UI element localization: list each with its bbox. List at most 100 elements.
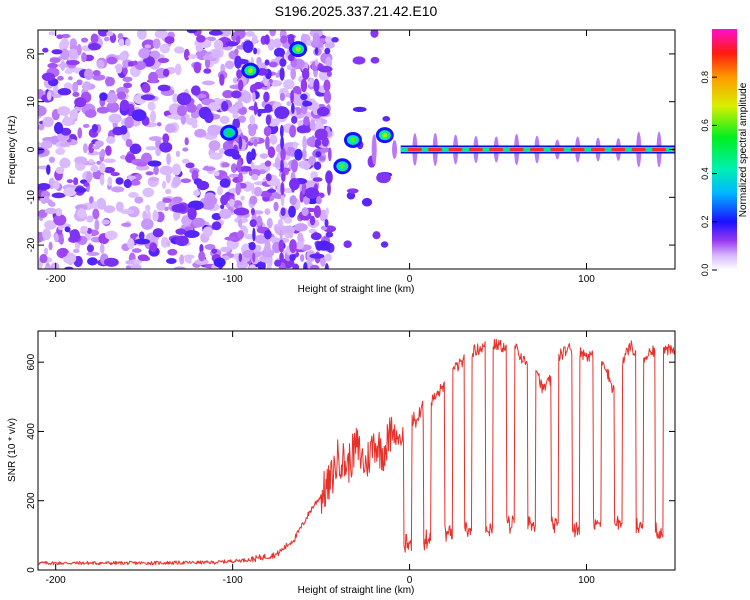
- spectral-blob: [255, 48, 261, 55]
- spectral-blob: [53, 83, 59, 95]
- spectral-streak: [325, 231, 334, 238]
- spectral-blob: [140, 94, 156, 101]
- spectral-blob: [99, 174, 105, 186]
- spectral-blob: [80, 225, 89, 233]
- spectral-blob: [38, 141, 42, 148]
- spectral-blob: [166, 153, 171, 165]
- spectral-blob: [110, 172, 120, 177]
- spectral-blob: [185, 117, 198, 126]
- spectral-streak: [280, 207, 286, 217]
- spectral-blob: [134, 196, 144, 204]
- spectral-blob: [180, 178, 192, 184]
- spectral-blob: [231, 90, 242, 99]
- spectral-blob: [83, 68, 94, 80]
- spectral-blob: [59, 248, 68, 258]
- spectral-blob: [115, 177, 124, 185]
- spectral-blob: [49, 201, 56, 207]
- spectral-blob: [64, 226, 71, 233]
- spectral-blob: [157, 84, 171, 92]
- spectral-blob: [51, 93, 62, 98]
- spectral-blob: [234, 48, 239, 55]
- spectral-streak: [238, 136, 243, 150]
- spectral-blob: [202, 166, 216, 171]
- spectral-blob: [44, 220, 57, 230]
- spectral-blob: [245, 31, 255, 37]
- spectral-blob: [254, 244, 262, 252]
- spectral-blob: [66, 60, 80, 66]
- snr-ytick-label: 0: [26, 567, 37, 573]
- spectral-blob: [119, 99, 130, 112]
- spectral-streak: [314, 58, 318, 67]
- spectral-blob: [228, 106, 238, 114]
- spectrogram-xtick-label: 0: [407, 274, 413, 285]
- spectral-streak: [290, 90, 295, 104]
- spectral-blob: [159, 165, 173, 176]
- spectral-streak: [235, 35, 241, 44]
- spectral-streak: [279, 67, 285, 81]
- colorbar-tick-label: 0.4: [700, 167, 710, 180]
- carrier-core-dash: [590, 147, 605, 152]
- spectral-blob: [234, 55, 242, 69]
- spectral-blob: [172, 93, 179, 103]
- spectral-blob: [81, 52, 87, 63]
- spectral-blob: [299, 254, 305, 262]
- spectral-streak: [327, 181, 331, 196]
- spectral-blob: [43, 247, 49, 256]
- spectral-streak: [279, 252, 284, 263]
- spectral-streak: [278, 239, 285, 253]
- spectral-blob: [228, 173, 240, 178]
- spectral-streak: [291, 102, 295, 114]
- spectral-blob: [38, 146, 45, 155]
- spectral-streak: [264, 229, 272, 240]
- spectral-blob: [149, 50, 161, 60]
- spectral-blob: [194, 258, 209, 266]
- spectral-blob: [166, 114, 180, 119]
- snr-ytick-label: 600: [26, 353, 37, 370]
- spectral-blob: [213, 257, 226, 268]
- spectral-streak: [300, 93, 308, 101]
- spectral-blob: [80, 37, 89, 43]
- spectral-blob: [267, 146, 276, 158]
- spectral-blob: [42, 116, 54, 128]
- spectral-blob: [382, 116, 391, 122]
- spectral-blob: [165, 258, 177, 265]
- spectral-blob: [55, 166, 65, 175]
- spectral-blob: [156, 201, 166, 211]
- spectral-blob: [42, 228, 52, 241]
- spectral-blob: [164, 206, 169, 212]
- spectral-streak: [248, 241, 256, 251]
- spectral-blob: [292, 263, 300, 269]
- spectral-blob: [39, 253, 48, 264]
- spectral-blob: [220, 204, 225, 210]
- spectrogram-xtick-label: -200: [46, 274, 66, 285]
- carrier-core-dash: [428, 147, 443, 152]
- spectral-blob: [106, 136, 116, 144]
- spectral-blob: [312, 177, 323, 182]
- spectral-blob: [232, 77, 238, 84]
- spectral-blob: [91, 123, 99, 133]
- spectral-blob: [308, 155, 316, 166]
- spectral-blob: [164, 36, 175, 44]
- spectral-streak: [313, 78, 320, 93]
- spectral-blob: [63, 187, 77, 197]
- spectral-blob: [184, 230, 200, 238]
- spectral-blob: [131, 248, 142, 253]
- spectral-blob: [104, 76, 115, 87]
- spectral-blob: [208, 140, 221, 151]
- spectral-streak: [315, 151, 322, 158]
- colorbar-tick-label: 0.8: [700, 71, 710, 84]
- spectral-blob: [105, 92, 118, 104]
- spectral-blob: [274, 106, 290, 119]
- snr-chart: -200 -100 0 100 0 200 400 600 Height of straig…: [7, 330, 676, 596]
- spectral-blob: [166, 240, 171, 247]
- spectral-blob: [218, 147, 226, 155]
- spectral-streak: [324, 253, 332, 262]
- spectral-blob: [233, 207, 250, 216]
- spectral-blob: [225, 41, 239, 47]
- spectral-blob: [125, 38, 131, 47]
- spectral-streak: [236, 69, 243, 79]
- spectral-streak: [279, 124, 284, 138]
- spectral-blob: [176, 92, 192, 106]
- spectral-blob: [74, 187, 87, 193]
